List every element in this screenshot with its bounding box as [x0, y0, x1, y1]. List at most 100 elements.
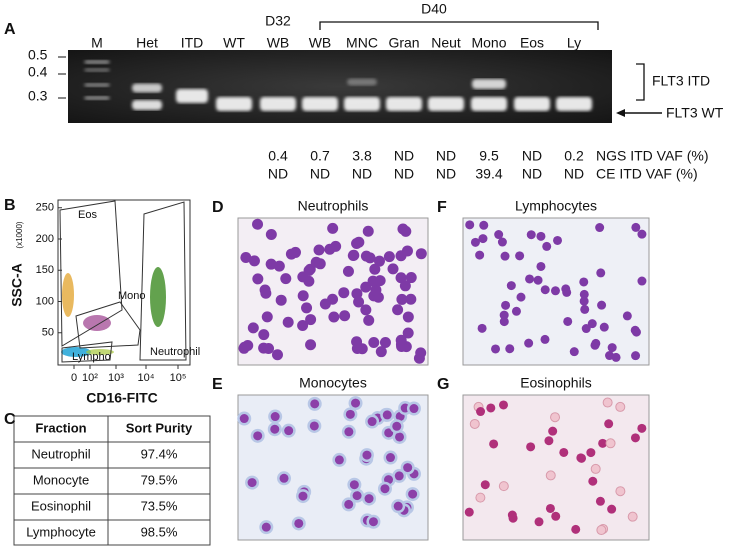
- image-letter: D: [212, 199, 224, 216]
- cell: [550, 286, 560, 296]
- cell: [569, 347, 579, 357]
- cell: [637, 423, 647, 433]
- cell: [505, 344, 515, 354]
- gel-band: [344, 97, 380, 111]
- gel-band: [260, 97, 296, 111]
- image-title: Eosinophils: [520, 375, 592, 391]
- cell: [588, 476, 598, 486]
- vaf-value: 39.4: [475, 166, 502, 182]
- cell: [247, 322, 259, 334]
- cell: [405, 272, 417, 284]
- cell: [265, 229, 277, 241]
- cell: [536, 231, 546, 241]
- cell: [402, 327, 414, 339]
- cell: [362, 450, 372, 460]
- gel-band: [84, 60, 110, 64]
- cell: [498, 400, 508, 410]
- table-header: Sort Purity: [126, 420, 193, 435]
- table-cell: Eosinophil: [31, 498, 91, 513]
- gel-band: [302, 97, 338, 111]
- cell: [630, 433, 640, 443]
- cell: [415, 248, 427, 260]
- rbc: [602, 397, 613, 408]
- cell: [382, 410, 392, 420]
- cell: [534, 517, 544, 527]
- cell: [526, 442, 536, 452]
- cell: [327, 293, 339, 305]
- panel-letter: C: [4, 411, 16, 428]
- cell: [310, 399, 320, 409]
- gel-band: [514, 97, 550, 111]
- rbc: [615, 486, 626, 497]
- image-title: Lymphocytes: [515, 198, 597, 214]
- cell: [478, 234, 488, 244]
- lane-label: WT: [223, 35, 245, 51]
- cell: [511, 306, 521, 316]
- cell: [540, 285, 550, 295]
- x-tick-label: 0: [71, 372, 77, 384]
- lane-label: Mono: [471, 35, 506, 51]
- cell: [344, 499, 354, 509]
- cell: [395, 334, 407, 346]
- table-cell: 97.4%: [141, 446, 178, 461]
- x-tick-label: 10⁴: [138, 372, 155, 384]
- cell: [252, 218, 264, 230]
- table-cell: Lymphocyte: [26, 524, 96, 539]
- x-axis-label: CD16-FITC: [86, 390, 158, 406]
- vaf-value: 3.8: [352, 148, 372, 164]
- cell: [591, 338, 601, 348]
- cell: [477, 323, 487, 333]
- gel-band: [176, 89, 208, 103]
- cell: [479, 220, 489, 230]
- gel-band: [347, 78, 377, 86]
- vaf-value: 0.7: [310, 148, 330, 164]
- cell: [631, 222, 641, 232]
- y-axis-label: SSC-A: [9, 263, 25, 307]
- cell: [637, 276, 647, 286]
- table-grid: [13, 415, 211, 546]
- cell: [240, 252, 252, 264]
- cell: [327, 222, 339, 234]
- y-tick-label: 250: [36, 202, 54, 214]
- cell: [553, 235, 563, 245]
- x-tick-label: 10²: [82, 372, 98, 384]
- cell: [516, 292, 526, 302]
- gel-band: [472, 79, 506, 89]
- cell: [586, 448, 596, 458]
- cell: [540, 334, 550, 344]
- cell: [297, 320, 309, 332]
- gate-label: Mono: [118, 290, 146, 302]
- vaf-value: ND: [310, 166, 330, 182]
- cell: [297, 271, 309, 283]
- cell: [465, 220, 475, 230]
- cell: [363, 314, 375, 326]
- lane-label: ITD: [181, 35, 204, 51]
- cell: [598, 438, 608, 448]
- cell: [362, 225, 374, 237]
- rbc: [475, 492, 486, 503]
- cell: [393, 501, 403, 511]
- cell: [587, 319, 597, 329]
- cell: [395, 272, 407, 284]
- cell: [360, 281, 372, 293]
- gates: [59, 200, 187, 363]
- cell: [248, 255, 260, 267]
- cell: [367, 417, 377, 427]
- rbc: [550, 412, 561, 423]
- itd-bracket: [636, 63, 645, 101]
- micrograph: [462, 394, 650, 541]
- cell: [470, 237, 480, 247]
- cell: [464, 507, 474, 517]
- cell: [525, 274, 535, 284]
- rbc: [469, 418, 480, 429]
- gel-band: [386, 97, 422, 111]
- image-title: Monocytes: [299, 375, 367, 391]
- cell: [383, 251, 395, 263]
- gate-label: Lympho: [72, 351, 111, 363]
- table-header: Fraction: [35, 420, 86, 435]
- cell: [489, 439, 499, 449]
- vaf-value: ND: [522, 166, 542, 182]
- cell: [595, 496, 605, 506]
- cell: [351, 288, 363, 300]
- gel-band: [132, 83, 162, 93]
